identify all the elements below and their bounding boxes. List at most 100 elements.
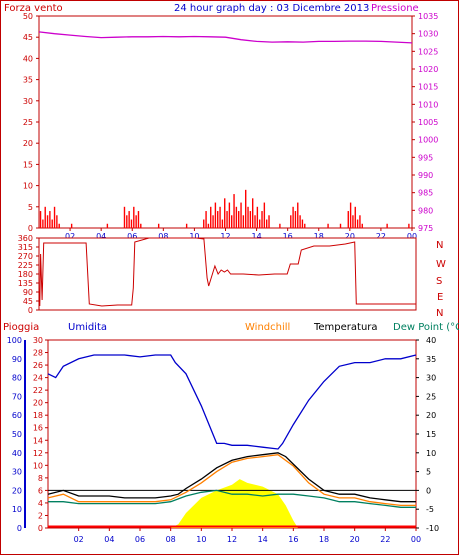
direction-y-tick-label: 45 bbox=[23, 297, 33, 306]
temp-tick-label: -5 bbox=[426, 505, 434, 514]
direction-letter-n-top: N bbox=[436, 240, 443, 251]
humidity-tick-label: 30 bbox=[12, 468, 22, 477]
pressure-y-tick-label: 1030 bbox=[418, 30, 438, 39]
pressure-y-tick-label: 1015 bbox=[418, 83, 438, 92]
direction-y-tick-label: 135 bbox=[18, 279, 33, 288]
rain-tick-label: 10 bbox=[33, 461, 43, 470]
humidity-tick-label: 70 bbox=[12, 392, 22, 401]
pressure-y-tick-label: 990 bbox=[418, 171, 433, 180]
wind-x-tick-label: 06 bbox=[127, 232, 137, 241]
temp-x-tick-label: 04 bbox=[104, 535, 114, 544]
rain-tick-label: 6 bbox=[38, 486, 43, 495]
rain-tick-label: 2 bbox=[38, 511, 43, 520]
wind-y-tick-label: 25 bbox=[23, 118, 33, 127]
wind-plot-frame bbox=[38, 15, 413, 229]
legend-temperature: Temperatura bbox=[313, 322, 378, 333]
dewpoint-line bbox=[48, 489, 416, 508]
pressure-y-tick-label: 995 bbox=[418, 153, 433, 162]
chart-title: 24 hour graph day : 03 Dicembre 2013 bbox=[174, 3, 369, 14]
wind-x-tick-label: 20 bbox=[345, 232, 355, 241]
direction-y-tick-label: 315 bbox=[18, 243, 33, 252]
direction-y-tick-label: 180 bbox=[18, 270, 33, 279]
direction-letter-s: S bbox=[436, 276, 442, 287]
wind-x-tick-label: 16 bbox=[283, 232, 293, 241]
direction-letter-w: W bbox=[436, 259, 446, 270]
wind-y-tick-label: 15 bbox=[23, 160, 33, 169]
wind-x-tick-label: 22 bbox=[376, 232, 386, 241]
rain-tick-label: 24 bbox=[33, 374, 43, 383]
legend-rain: Pioggia bbox=[3, 322, 39, 333]
humidity-tick-label: 40 bbox=[12, 449, 22, 458]
wind-y-tick-label: 10 bbox=[23, 182, 33, 191]
temp-tick-label: 5 bbox=[426, 468, 431, 477]
rain-tick-label: 4 bbox=[38, 499, 43, 508]
temp-x-tick-label: 02 bbox=[74, 535, 84, 544]
wind-x-tick-label: 14 bbox=[251, 232, 261, 241]
wind-x-tick-label: 04 bbox=[96, 232, 106, 241]
direction-letter-e: E bbox=[437, 292, 443, 303]
wind-x-tick-label: 00 bbox=[407, 232, 417, 241]
pressure-y-tick-label: 1000 bbox=[418, 136, 438, 145]
temp-x-tick-label: 16 bbox=[288, 535, 298, 544]
temp-x-tick-label: 10 bbox=[196, 535, 206, 544]
rain-tick-label: 18 bbox=[33, 411, 43, 420]
humidity-tick-label: 60 bbox=[12, 411, 22, 420]
rain-tick-label: 16 bbox=[33, 424, 43, 433]
wind-x-tick-label: 18 bbox=[314, 232, 324, 241]
pressure-y-tick-label: 1025 bbox=[418, 47, 438, 56]
rain-tick-label: 12 bbox=[33, 449, 43, 458]
rain-tick-label: 28 bbox=[33, 349, 43, 358]
wind-y-tick-label: 0 bbox=[28, 224, 33, 233]
temp-x-tick-label: 00 bbox=[411, 535, 421, 544]
pressure-y-tick-label: 1020 bbox=[418, 65, 438, 74]
wind-x-tick-label: 12 bbox=[220, 232, 230, 241]
wind-y-tick-label: 5 bbox=[28, 203, 33, 212]
temp-x-tick-label: 14 bbox=[258, 535, 268, 544]
temp-x-tick-label: 08 bbox=[166, 535, 176, 544]
temp-tick-label: 20 bbox=[426, 411, 436, 420]
humidity-tick-label: 50 bbox=[12, 430, 22, 439]
temp-tick-label: 30 bbox=[426, 374, 436, 383]
temperature-line bbox=[47, 452, 416, 503]
humidity-line bbox=[47, 354, 417, 450]
pressure-y-tick-label: 1005 bbox=[418, 118, 438, 127]
pressure-y-tick-label: 1010 bbox=[418, 100, 438, 109]
wind-y-tick-label: 45 bbox=[23, 33, 33, 42]
direction-y-tick-label: 270 bbox=[18, 252, 33, 261]
rain-tick-label: 22 bbox=[33, 386, 43, 395]
legend-humidity: Umidita bbox=[68, 322, 107, 333]
wind-y-tick-label: 35 bbox=[23, 76, 33, 85]
temp-tick-label: -10 bbox=[426, 524, 439, 533]
windchill-line bbox=[47, 454, 416, 507]
rain-tick-label: 26 bbox=[33, 361, 43, 370]
humidity-tick-label: 0 bbox=[17, 524, 22, 533]
direction-y-tick-label: 0 bbox=[28, 306, 33, 315]
pressure-axis-title: Pressione bbox=[371, 3, 419, 14]
legend-dewpoint: Dew Point (°C bbox=[393, 322, 459, 333]
wind-y-tick-label: 40 bbox=[23, 54, 33, 63]
wind-axis-title: Forza vento bbox=[4, 3, 63, 14]
wind-y-tick-label: 50 bbox=[23, 12, 33, 21]
pressure-y-tick-label: 975 bbox=[418, 224, 433, 233]
humidity-tick-label: 10 bbox=[12, 505, 22, 514]
pressure-line bbox=[38, 31, 413, 44]
wind-pressure-panel: 0510152025303540455097598098599099510001… bbox=[23, 12, 439, 241]
legend-windchill: Windchill bbox=[245, 322, 290, 333]
wind-y-tick-label: 20 bbox=[23, 139, 33, 148]
temperature-humidity-panel: 0102030405060708090100024681012141618202… bbox=[7, 336, 439, 544]
temp-tick-label: 40 bbox=[426, 336, 436, 345]
direction-y-tick-label: 90 bbox=[23, 288, 33, 297]
temp-x-tick-label: 06 bbox=[135, 535, 145, 544]
rain-tick-label: 14 bbox=[33, 436, 43, 445]
wind-x-tick-label: 10 bbox=[189, 232, 199, 241]
wind-y-tick-label: 30 bbox=[23, 97, 33, 106]
rain-tick-label: 20 bbox=[33, 399, 43, 408]
rain-tick-label: 8 bbox=[38, 474, 43, 483]
temp-x-tick-label: 22 bbox=[380, 535, 390, 544]
direction-plot-frame bbox=[38, 237, 417, 311]
temp-tick-label: 25 bbox=[426, 392, 436, 401]
wind-x-tick-label: 02 bbox=[65, 232, 75, 241]
